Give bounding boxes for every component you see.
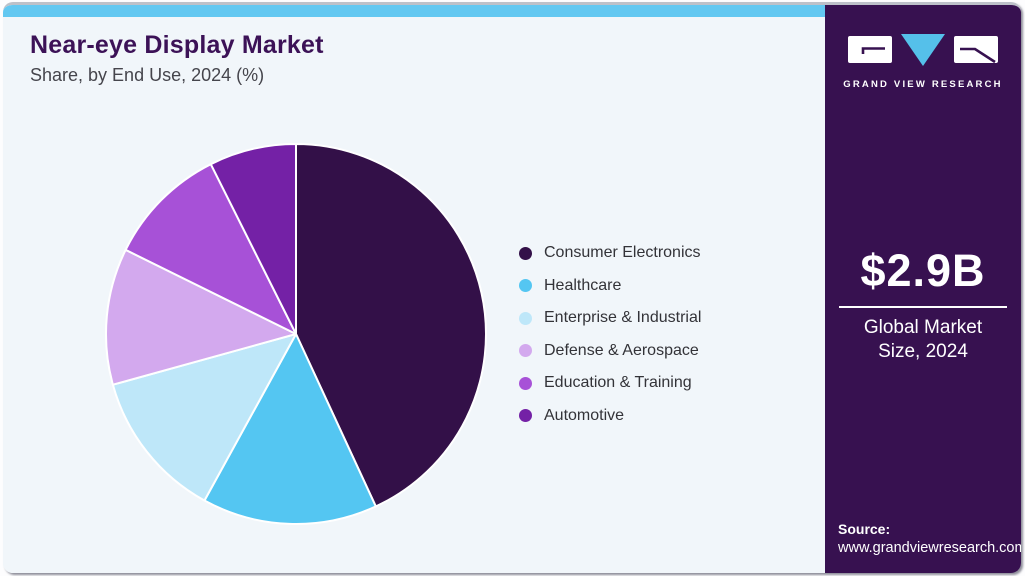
chart-panel: Near-eye Display Market Share, by End Us…	[3, 5, 825, 573]
legend: Consumer Electronics Healthcare Enterpri…	[519, 237, 701, 432]
legend-label: Education & Training	[544, 374, 692, 392]
legend-dot	[519, 311, 532, 325]
market-size-value: $2.9B	[860, 245, 986, 296]
page-title: Near-eye Display Market	[30, 31, 324, 59]
gvr-logo-wordmark: GRAND VIEW RESEARCH	[843, 79, 1003, 90]
pie-slice-3	[105, 248, 297, 386]
legend-item: Enterprise & Industrial	[519, 302, 701, 335]
legend-dot	[519, 409, 532, 423]
source-label: Source:	[838, 521, 891, 537]
legend-label: Healthcare	[544, 276, 622, 294]
sidebar: GRAND VIEW RESEARCH $2.9B Global Market …	[825, 5, 1021, 573]
market-size-block: $2.9B Global Market Size, 2024	[825, 245, 1021, 364]
pie-slice-4	[124, 163, 297, 335]
legend-item: Consumer Electronics	[519, 237, 701, 270]
header: Near-eye Display Market Share, by End Us…	[30, 31, 324, 86]
legend-label: Consumer Electronics	[544, 244, 701, 262]
legend-label: Enterprise & Industrial	[544, 309, 702, 327]
legend-dot	[519, 376, 532, 390]
page-subtitle: Share, by End Use, 2024 (%)	[30, 65, 265, 85]
legend-label: Automotive	[544, 406, 625, 424]
infographic-card: Near-eye Display Market Share, by End Us…	[3, 2, 1021, 573]
source-url: www.grandviewresearch.com	[838, 540, 1021, 556]
legend-item: Defense & Aerospace	[519, 335, 701, 368]
pie-slice-2	[111, 333, 297, 502]
legend-dot	[519, 344, 532, 358]
pie-slice-0	[295, 143, 487, 508]
legend-item: Education & Training	[519, 367, 701, 400]
gvr-logo: GRAND VIEW RESEARCH	[825, 29, 1021, 90]
legend-dot	[519, 279, 532, 293]
market-size-label: Global Market Size, 2024	[863, 317, 983, 362]
top-accent-bar	[3, 5, 825, 17]
legend-label: Defense & Aerospace	[544, 341, 699, 359]
pie-slice-5	[209, 143, 297, 335]
gvr-logo-mark-icon	[848, 34, 998, 66]
legend-dot	[519, 246, 532, 260]
pie-chart	[105, 143, 487, 525]
legend-item: Automotive	[519, 400, 701, 433]
source-block: Source: www.grandviewresearch.com	[838, 521, 1021, 556]
legend-item: Healthcare	[519, 270, 701, 303]
market-size-divider	[839, 306, 1007, 308]
pie-slice-1	[203, 333, 377, 525]
